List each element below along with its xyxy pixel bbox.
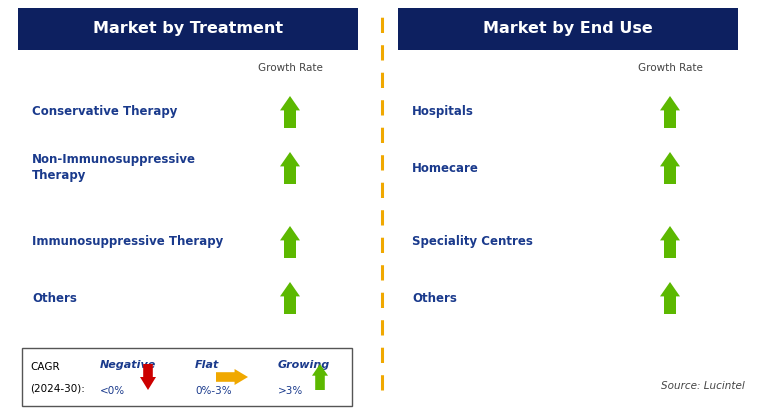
Text: Conservative Therapy: Conservative Therapy xyxy=(32,105,177,118)
Bar xyxy=(22,348,352,406)
Text: Growing: Growing xyxy=(278,360,330,370)
Text: Growth Rate: Growth Rate xyxy=(258,63,322,73)
Polygon shape xyxy=(312,364,328,390)
Text: (2024-30):: (2024-30): xyxy=(30,383,85,394)
Text: Negative: Negative xyxy=(100,360,156,370)
Text: Others: Others xyxy=(412,291,457,304)
Polygon shape xyxy=(280,152,300,184)
Polygon shape xyxy=(280,226,300,258)
Text: <0%: <0% xyxy=(100,386,125,396)
Text: 0%-3%: 0%-3% xyxy=(195,386,232,396)
Bar xyxy=(18,8,358,50)
Polygon shape xyxy=(280,96,300,128)
Text: Growth Rate: Growth Rate xyxy=(637,63,702,73)
Polygon shape xyxy=(660,282,680,314)
Text: Source: Lucintel: Source: Lucintel xyxy=(661,381,745,391)
Polygon shape xyxy=(660,152,680,184)
Text: Flat: Flat xyxy=(195,360,220,370)
Polygon shape xyxy=(660,226,680,258)
Polygon shape xyxy=(280,282,300,314)
Bar xyxy=(398,8,738,50)
Polygon shape xyxy=(660,96,680,128)
Text: Speciality Centres: Speciality Centres xyxy=(412,236,533,249)
Polygon shape xyxy=(140,364,156,390)
Text: Immunosuppressive Therapy: Immunosuppressive Therapy xyxy=(32,236,223,249)
Text: CAGR: CAGR xyxy=(30,362,60,372)
Text: Market by End Use: Market by End Use xyxy=(483,21,653,37)
Polygon shape xyxy=(216,369,248,385)
Text: Homecare: Homecare xyxy=(412,162,479,174)
Text: >3%: >3% xyxy=(278,386,303,396)
Text: Non-Immunosuppressive
Therapy: Non-Immunosuppressive Therapy xyxy=(32,153,196,183)
Text: Hospitals: Hospitals xyxy=(412,105,474,118)
Text: Others: Others xyxy=(32,291,76,304)
Text: Market by Treatment: Market by Treatment xyxy=(93,21,283,37)
